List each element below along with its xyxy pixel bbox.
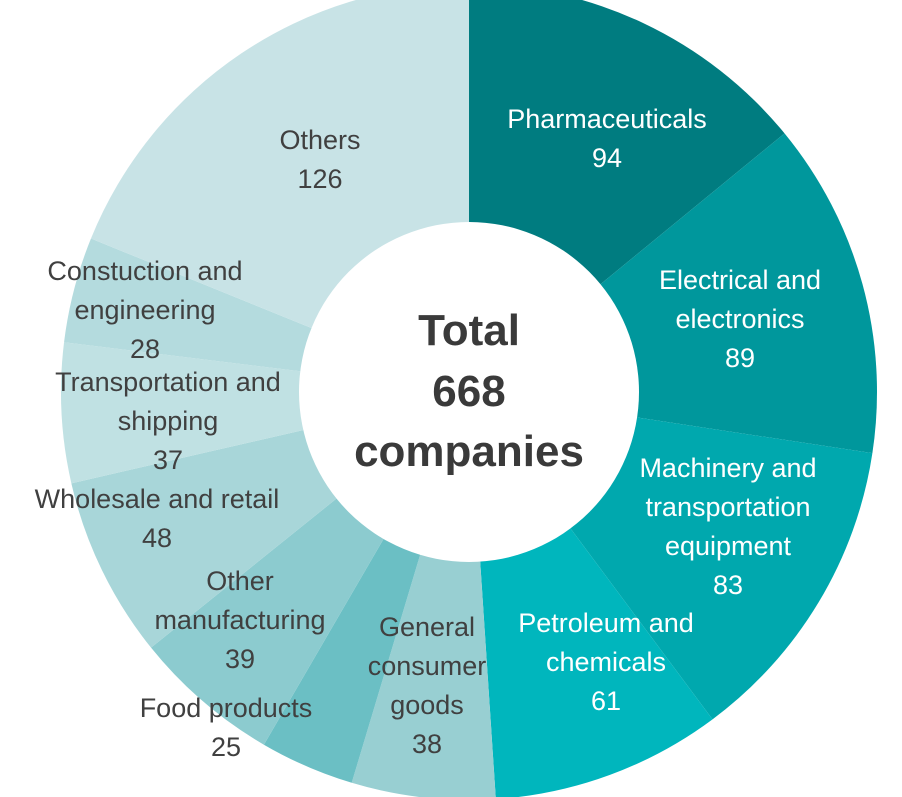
slice-value: 25 xyxy=(211,732,241,762)
slice-label-line: engineering xyxy=(74,295,215,325)
slice-label-line: Constuction and xyxy=(47,256,242,286)
labels-group: Pharmaceuticals 94 Electrical and electroni… xyxy=(35,104,821,762)
slice-label-line: manufacturing xyxy=(154,605,325,635)
slice-value: 126 xyxy=(297,164,342,194)
center-text-line: Total xyxy=(418,306,520,355)
slice-label-pharmaceuticals: Pharmaceuticals 94 xyxy=(507,104,707,173)
slice-label-wholesale-and-retail: Wholesale and retail 48 xyxy=(35,484,280,553)
slice-label-line: goods xyxy=(390,690,464,720)
slice-label-food-products: Food products 25 xyxy=(140,693,313,762)
slice-label-line: shipping xyxy=(118,406,219,436)
slice-label-machinery-and-transportation-equipment: Machinery and transportation equipment 83 xyxy=(639,453,816,600)
slice-value: 61 xyxy=(591,686,621,716)
slice-label-line: chemicals xyxy=(546,647,666,677)
slice-label-line: Machinery and xyxy=(639,453,816,483)
donut-hole xyxy=(299,222,639,562)
slice-label-others: Others 126 xyxy=(279,125,360,194)
center-label: Total 668 companies xyxy=(354,306,584,476)
center-text-line: companies xyxy=(354,427,584,476)
slice-label-other-manufacturing: Other manufacturing 39 xyxy=(154,566,325,674)
slice-label-transportation-and-shipping: Transportation and shipping 37 xyxy=(55,367,281,475)
slice-value: 39 xyxy=(225,644,255,674)
slice-label-constuction-and-engineering: Constuction and engineering 28 xyxy=(47,256,242,364)
slice-label-line: Petroleum and xyxy=(518,608,694,638)
slice-label-line: Electrical and xyxy=(659,265,821,295)
slice-label-line: electronics xyxy=(675,304,804,334)
slice-label-line: equipment xyxy=(665,531,792,561)
slice-label-line: Transportation and xyxy=(55,367,281,397)
center-total-text: Total 668 companies xyxy=(354,306,584,476)
slice-value: 89 xyxy=(725,343,755,373)
slice-label-line: General xyxy=(379,612,475,642)
slice-value: 83 xyxy=(713,570,743,600)
slice-value: 48 xyxy=(142,523,172,553)
slice-value: 37 xyxy=(153,445,183,475)
slice-value: 28 xyxy=(130,334,160,364)
center-text-line: 668 xyxy=(432,367,505,416)
slice-value: 94 xyxy=(592,143,622,173)
slice-label-electrical-and-electronics: Electrical and electronics 89 xyxy=(659,265,821,373)
slice-label-line: Others xyxy=(279,125,360,155)
slice-transportation-and-shipping xyxy=(61,342,469,484)
slice-label-line: Other xyxy=(206,566,274,596)
slice-label-line: Pharmaceuticals xyxy=(507,104,707,134)
slice-label-general-consumer-goods: General consumer goods 38 xyxy=(368,612,487,759)
slice-label-line: consumer xyxy=(368,651,487,681)
slice-label-line: Food products xyxy=(140,693,313,723)
slice-value: 38 xyxy=(412,729,442,759)
slice-label-petroleum-and-chemicals: Petroleum and chemicals 61 xyxy=(518,608,694,716)
slice-label-line: transportation xyxy=(645,492,810,522)
slice-label-line: Wholesale and retail xyxy=(35,484,280,514)
